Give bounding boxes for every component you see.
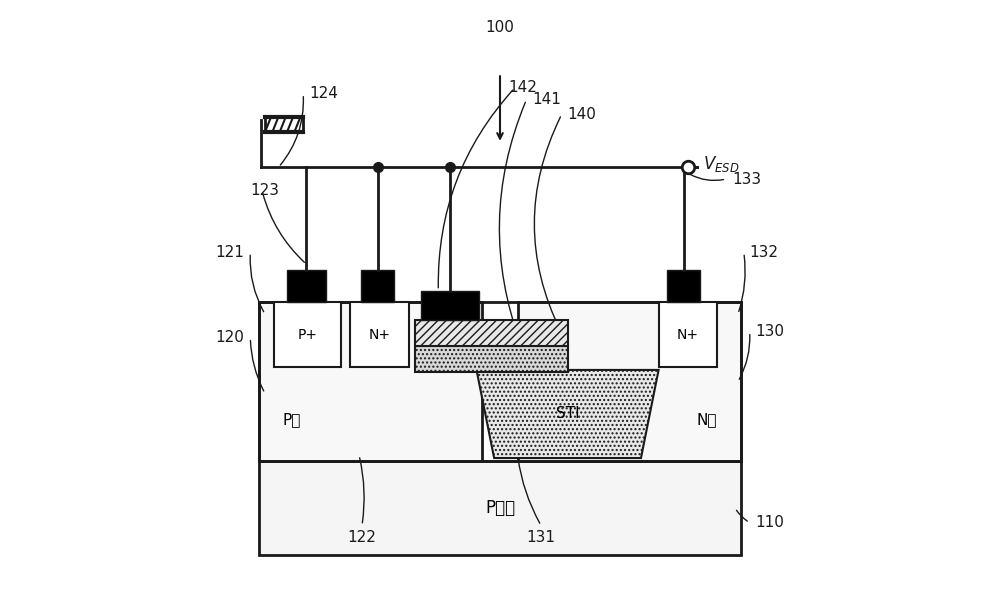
Bar — [667, 270, 700, 302]
Bar — [259, 302, 741, 461]
Text: 130: 130 — [756, 324, 785, 339]
Bar — [361, 270, 394, 302]
Polygon shape — [477, 370, 659, 458]
Bar — [659, 302, 717, 367]
Text: N阱: N阱 — [697, 412, 717, 428]
Text: $V_{ESD}$: $V_{ESD}$ — [703, 154, 739, 174]
Text: 100: 100 — [486, 20, 514, 35]
Text: 132: 132 — [750, 245, 779, 260]
Text: 131: 131 — [527, 530, 556, 545]
Bar — [518, 302, 741, 461]
Text: 141: 141 — [532, 92, 561, 107]
Text: P衅底: P衅底 — [485, 499, 515, 517]
Text: 121: 121 — [216, 245, 244, 260]
Text: P阱: P阱 — [283, 412, 301, 428]
Bar — [415, 346, 568, 372]
Text: P+: P+ — [298, 328, 318, 342]
Text: 142: 142 — [509, 81, 538, 95]
Text: 122: 122 — [348, 530, 376, 545]
Bar — [421, 291, 479, 320]
Text: STI: STI — [556, 406, 579, 422]
Text: N+: N+ — [369, 328, 391, 342]
Text: 110: 110 — [756, 515, 784, 530]
Bar — [350, 302, 409, 367]
Text: 140: 140 — [568, 107, 596, 122]
Text: 123: 123 — [250, 183, 279, 198]
Bar — [259, 461, 741, 555]
Text: 124: 124 — [309, 87, 338, 101]
Bar — [287, 270, 326, 302]
Bar — [274, 302, 341, 367]
Text: N+: N+ — [677, 328, 699, 342]
Bar — [415, 320, 568, 346]
Text: 120: 120 — [216, 330, 244, 345]
Text: 133: 133 — [732, 171, 761, 187]
Bar — [259, 302, 482, 461]
